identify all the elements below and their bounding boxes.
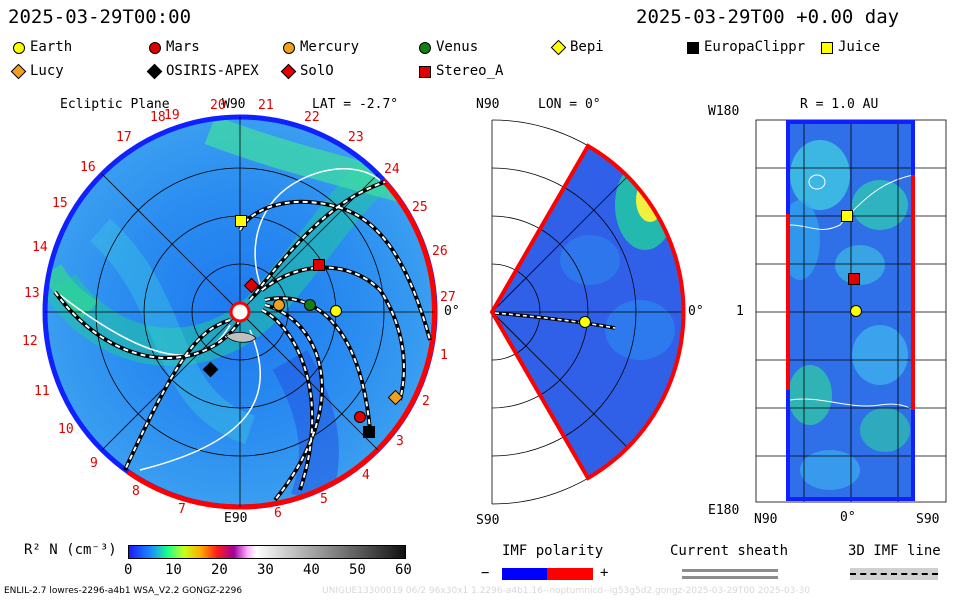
juice-map-marker xyxy=(841,210,853,222)
legend-marker-3 xyxy=(419,42,431,54)
legend-marker-2 xyxy=(283,42,295,54)
colorbar-tick: 0 xyxy=(124,562,133,578)
venus-marker xyxy=(304,299,316,311)
ecliptic-right-label: 0° xyxy=(444,304,460,319)
carrington-label: 12 xyxy=(22,334,38,349)
current-sheath-label: Current sheath xyxy=(670,543,789,559)
footer-model-info: ENLIL-2.7 lowres-2296-a4b1 WSA_V2.2 GONG… xyxy=(4,586,243,596)
meridional-right-label: 0° xyxy=(688,304,704,319)
carrington-label: 27 xyxy=(440,290,456,305)
colorbar-label: R² N (cm⁻³) xyxy=(24,542,117,558)
carrington-label: 20 xyxy=(210,98,226,113)
legend-label: Mars xyxy=(166,39,200,55)
carrington-label: 15 xyxy=(52,196,68,211)
carrington-label: 19 xyxy=(164,108,180,123)
colorbar-tick: 20 xyxy=(211,562,228,578)
legend-label: OSIRIS-APEX xyxy=(166,63,259,79)
footer-run-id: UNIGUE13300019 06/2 96x30x1 1.2296-a4b1.… xyxy=(322,586,811,596)
europa-clipper-marker xyxy=(363,426,375,438)
legend-label: Lucy xyxy=(30,63,64,79)
carrington-label: 13 xyxy=(24,286,40,301)
juice-marker xyxy=(235,215,247,227)
map-x-right: S90 xyxy=(916,512,940,527)
carrington-label: 25 xyxy=(412,200,428,215)
ecliptic-lat-label: LAT = -2.7° xyxy=(312,97,399,112)
carrington-label: 6 xyxy=(274,506,282,521)
imf-polarity-label: IMF polarity xyxy=(502,543,604,559)
carrington-label: 16 xyxy=(80,160,96,175)
carrington-label: 26 xyxy=(432,244,448,259)
carrington-label: 8 xyxy=(132,484,140,499)
mercury-marker xyxy=(273,299,285,311)
ecliptic-title: Ecliptic Plane xyxy=(60,97,170,112)
legend-label: Mercury xyxy=(300,39,360,55)
colorbar-tick: 40 xyxy=(303,562,320,578)
carrington-label: 24 xyxy=(384,162,400,177)
colorbar-tick: 30 xyxy=(257,562,274,578)
legend-label: Stereo_A xyxy=(436,63,504,79)
imf-line-swatch xyxy=(850,568,938,580)
legend-marker-0 xyxy=(13,42,25,54)
mars-marker xyxy=(354,411,366,423)
legend-label: SolO xyxy=(300,63,334,79)
carrington-label: 2 xyxy=(422,394,430,409)
earth-marker xyxy=(330,305,342,317)
carrington-label: 4 xyxy=(362,468,370,483)
legend-label: Venus xyxy=(436,39,479,55)
map-bottom-left: E180 xyxy=(708,503,740,518)
ecliptic-bottom-label: E90 xyxy=(224,511,248,526)
date-right: 2025-03-29T00 +0.00 day xyxy=(636,6,900,28)
date-left: 2025-03-29T00:00 xyxy=(8,6,192,28)
current-sheath-line-2 xyxy=(682,576,778,579)
legend-marker-6 xyxy=(821,42,833,54)
earth-meridional-marker xyxy=(579,316,591,328)
imf-positive-swatch xyxy=(547,568,593,580)
stereo-a-map-marker xyxy=(848,273,860,285)
map-top-left: W180 xyxy=(708,104,740,119)
colorbar-tick: 50 xyxy=(349,562,366,578)
carrington-label: 10 xyxy=(58,422,74,437)
earth-map-marker xyxy=(850,305,862,317)
imf-line-label: 3D IMF line xyxy=(848,543,941,559)
legend-label: Bepi xyxy=(570,39,604,55)
ecliptic-top-label: W90 xyxy=(222,97,246,112)
carrington-label: 7 xyxy=(178,502,186,517)
carrington-label: 1 xyxy=(440,348,448,363)
colorbar-tick: 10 xyxy=(165,562,182,578)
meridional-bottom-label: S90 xyxy=(476,513,500,528)
stereo-a-marker xyxy=(313,259,325,271)
legend-marker-5 xyxy=(687,42,699,54)
carrington-label: 5 xyxy=(320,492,328,507)
map-mid-left: 1 xyxy=(736,304,744,319)
carrington-label: 23 xyxy=(348,130,364,145)
legend-marker-10 xyxy=(419,66,431,78)
meridional-lon-label: LON = 0° xyxy=(538,97,601,112)
carrington-label: 11 xyxy=(34,384,50,399)
carrington-label: 3 xyxy=(396,434,404,449)
legend-label: EuropaClippr xyxy=(704,39,806,55)
map-x-mid: 0° xyxy=(840,510,856,525)
legend-label: Juice xyxy=(838,39,881,55)
carrington-label: 17 xyxy=(116,130,132,145)
map-title: R = 1.0 AU xyxy=(800,97,879,112)
carrington-label: 21 xyxy=(258,98,274,113)
carrington-label: 22 xyxy=(304,110,320,125)
carrington-label: 9 xyxy=(90,456,98,471)
colorbar-tick: 60 xyxy=(395,562,412,578)
meridional-top-label: N90 xyxy=(476,97,500,112)
current-sheath-line-1 xyxy=(682,569,778,572)
map-x-left: N90 xyxy=(754,512,778,527)
imf-plus-label: + xyxy=(600,565,609,581)
imf-negative-swatch xyxy=(502,568,547,580)
legend-marker-1 xyxy=(149,42,161,54)
carrington-label: 14 xyxy=(32,240,48,255)
density-colorbar xyxy=(128,545,406,559)
imf-minus-label: − xyxy=(481,565,490,581)
legend-label: Earth xyxy=(30,39,73,55)
carrington-label: 18 xyxy=(150,110,166,125)
